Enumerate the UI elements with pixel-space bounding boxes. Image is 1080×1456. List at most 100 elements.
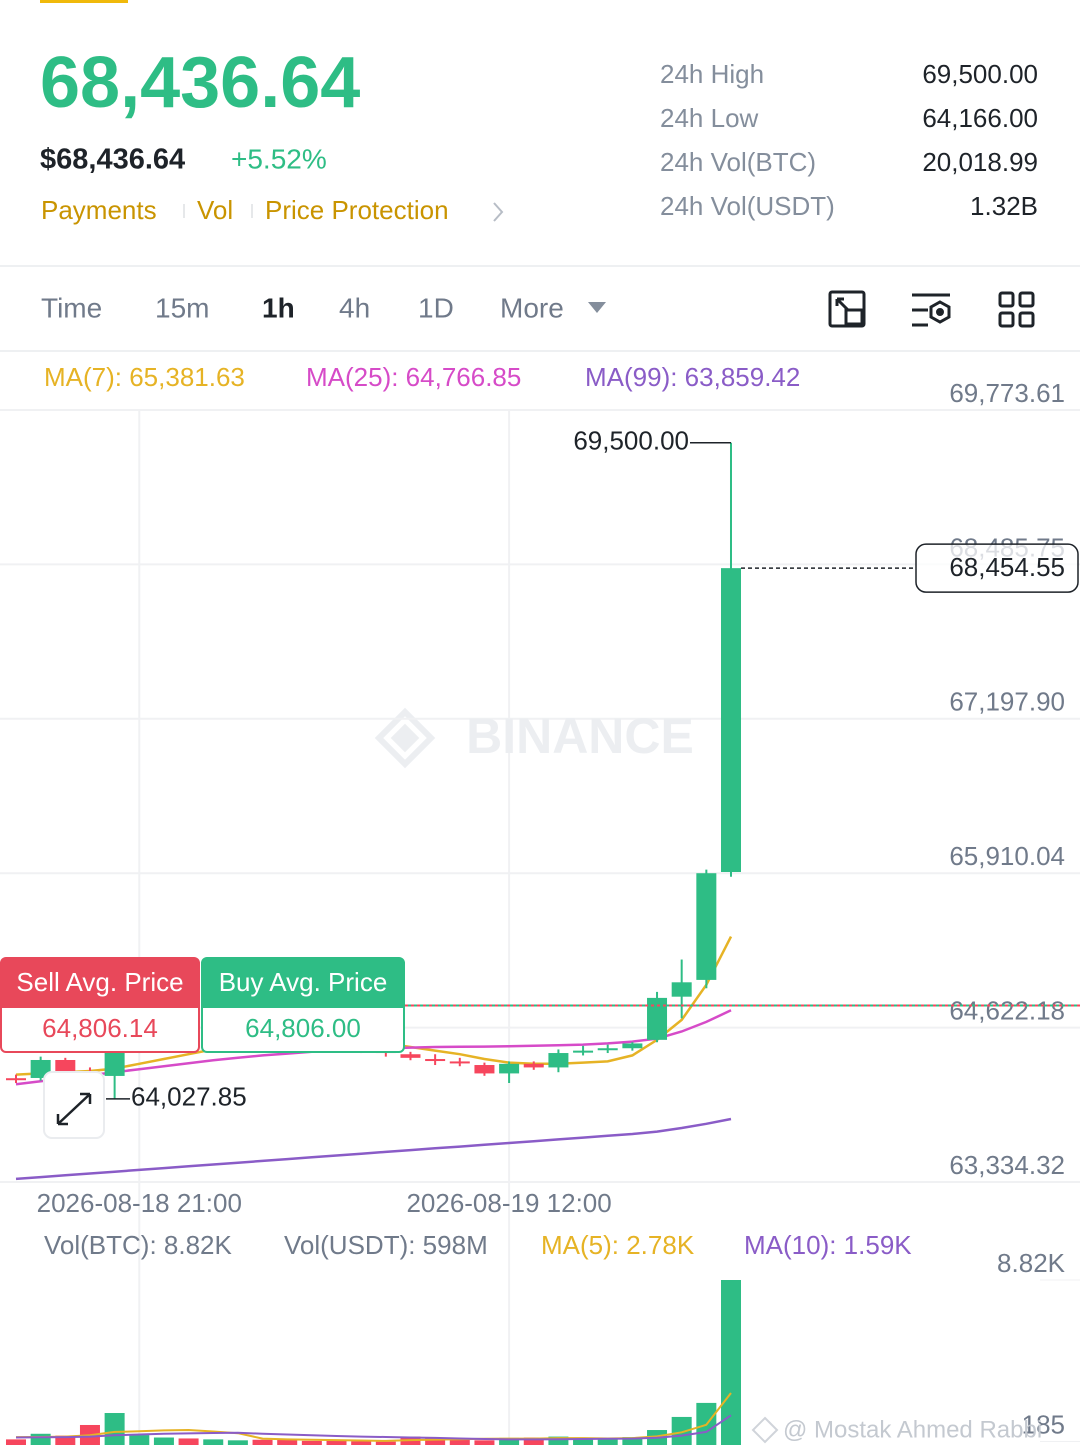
link[interactable]: Price Protection	[265, 195, 449, 225]
candle-body	[499, 1063, 520, 1074]
watermark-icon	[751, 1416, 779, 1444]
volume-bar	[277, 1439, 298, 1445]
expand-button[interactable]	[43, 1071, 105, 1139]
candle-body	[449, 1061, 470, 1064]
y-tick-label: 65,910.04	[949, 841, 1065, 871]
volume-bar	[671, 1416, 692, 1445]
candle-body	[548, 1053, 569, 1068]
volume-bar	[6, 1439, 26, 1445]
candle-body	[597, 1048, 618, 1051]
candle-body	[523, 1063, 544, 1068]
volume-bar	[227, 1440, 248, 1445]
volume-ma-legend: MA(5): 2.78K	[541, 1230, 695, 1260]
ma-line	[15, 1117, 732, 1181]
volume-bar	[326, 1440, 347, 1445]
stat-label: 24h Vol(USDT)	[660, 191, 835, 221]
volume-bar	[203, 1439, 224, 1445]
candle-body	[671, 982, 692, 997]
volume-bar	[597, 1439, 618, 1445]
y-tick-label: 63,334.32	[949, 1150, 1065, 1180]
stat-value: 64,166.00	[922, 103, 1038, 133]
low-label: 64,027.85	[131, 1082, 247, 1112]
indicator-icon[interactable]	[912, 293, 951, 327]
interval-tab[interactable]: 1D	[418, 292, 454, 323]
volume-bar	[474, 1440, 495, 1445]
candle-body	[6, 1078, 26, 1081]
watermark: @ Mostak Ahmed Rabbi	[783, 1416, 1042, 1443]
candle-body	[400, 1054, 421, 1058]
volume-bar	[30, 1433, 51, 1445]
chevron[interactable]	[493, 202, 504, 222]
last-price: 68,436.64	[40, 43, 360, 123]
candle-body	[696, 873, 717, 980]
stat-value: 20,018.99	[922, 147, 1038, 177]
volume-bar	[622, 1437, 643, 1445]
last-price-label: 68,454.55	[949, 552, 1065, 582]
ma-legend: MA(7): 65,381.63	[44, 362, 245, 392]
candle-body	[647, 997, 668, 1040]
box-value: 64,806.14	[42, 1013, 158, 1043]
binance-watermark-logo	[374, 707, 436, 769]
price-change: +5.52%	[231, 143, 327, 174]
volume-bar	[449, 1439, 470, 1445]
volume-bar	[425, 1438, 446, 1445]
volume-bar	[523, 1437, 544, 1445]
candle-body	[573, 1050, 594, 1053]
volume-bar	[104, 1413, 125, 1445]
box-title: Buy Avg. Price	[219, 967, 388, 997]
ma-legend: MA(25): 64,766.85	[306, 362, 521, 392]
volume-bar	[573, 1438, 594, 1445]
volume-tick-label: 185	[1022, 1409, 1065, 1439]
layout-icon[interactable]	[998, 291, 1035, 328]
candle-body	[30, 1059, 51, 1078]
y-tick-label: 67,197.90	[949, 687, 1065, 717]
volume-bar	[375, 1441, 396, 1445]
volume-legend: Vol(BTC): 8.82K	[44, 1230, 233, 1260]
stat-label: 24h Vol(BTC)	[660, 147, 816, 177]
interval-tab[interactable]: 4h	[339, 292, 370, 323]
sell-avg-box[interactable]: Sell Avg. Price 64,806.14	[0, 957, 200, 1053]
candle-body	[474, 1065, 495, 1074]
interval-tab[interactable]: More	[500, 292, 564, 323]
buy-avg-box[interactable]: Buy Avg. Price 64,806.00	[201, 957, 405, 1053]
volume-bar	[129, 1435, 150, 1445]
x-tick-label: 2026-08-18 21:00	[37, 1188, 242, 1218]
interval-tab[interactable]: Time	[41, 292, 102, 323]
volume-bar	[499, 1437, 520, 1445]
volume-tick-label: 8.82K	[997, 1248, 1066, 1278]
x-tick-label: 2026-08-19 12:00	[406, 1188, 611, 1218]
volume-bar	[153, 1437, 174, 1445]
volume-bar	[252, 1439, 273, 1445]
volume-bar	[301, 1440, 322, 1445]
link[interactable]: Vol	[197, 195, 233, 225]
volume-legend: Vol(USDT): 598M	[284, 1230, 488, 1260]
stat-value: 1.32B	[970, 191, 1038, 221]
fullscreen-icon[interactable]	[828, 290, 866, 328]
usd-price: $68,436.64	[40, 144, 185, 176]
link[interactable]: Payments	[41, 195, 157, 225]
candle-body	[55, 1059, 76, 1072]
volume-bar	[351, 1441, 372, 1445]
box-title: Sell Avg. Price	[16, 967, 183, 997]
candle-body	[720, 568, 741, 873]
watermark: BINANCE	[466, 708, 694, 764]
y-tick-label: 69,773.61	[949, 378, 1065, 408]
stat-value: 69,500.00	[922, 59, 1038, 89]
volume-bar	[178, 1438, 199, 1445]
stat-label: 24h Low	[660, 103, 759, 133]
candle-body	[104, 1049, 125, 1076]
ma-legend: MA(99): 63,859.42	[585, 362, 800, 392]
volume-ma-legend: MA(10): 1.59K	[744, 1230, 912, 1260]
dropdown-arrow[interactable]	[588, 302, 606, 313]
box-value: 64,806.00	[245, 1013, 361, 1043]
stat-label: 24h High	[660, 59, 764, 89]
interval-tab[interactable]: 15m	[155, 292, 209, 323]
y-tick-label: 64,622.18	[949, 995, 1065, 1025]
box-header	[202, 958, 404, 1008]
last-price-tag	[915, 543, 1079, 593]
interval-tab[interactable]: 1h	[262, 292, 295, 323]
candle-body	[425, 1059, 446, 1062]
candle-body	[622, 1043, 643, 1049]
